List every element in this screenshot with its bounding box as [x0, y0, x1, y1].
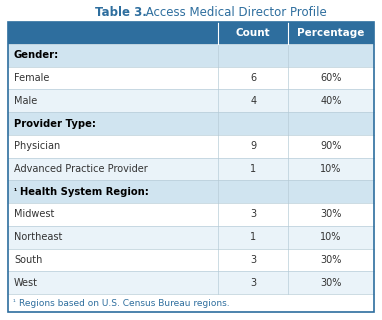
- Bar: [8, 67, 374, 90]
- Bar: [8, 294, 374, 312]
- Bar: [8, 249, 374, 271]
- Text: Female: Female: [14, 73, 49, 83]
- Text: 10%: 10%: [320, 164, 342, 174]
- Text: Male: Male: [14, 96, 37, 106]
- Text: Regions based on U.S. Census Bureau regions.: Regions based on U.S. Census Bureau regi…: [19, 299, 230, 308]
- Text: Access Medical Director Profile: Access Medical Director Profile: [142, 5, 327, 19]
- Text: Count: Count: [236, 28, 270, 38]
- Text: 10%: 10%: [320, 232, 342, 242]
- Text: Provider Type:: Provider Type:: [14, 118, 96, 129]
- Text: 1: 1: [250, 232, 256, 242]
- Text: Advanced Practice Provider: Advanced Practice Provider: [14, 164, 148, 174]
- Text: 30%: 30%: [320, 278, 342, 288]
- Bar: [8, 180, 374, 203]
- Text: 4: 4: [250, 96, 256, 106]
- Text: 6: 6: [250, 73, 256, 83]
- Text: ¹: ¹: [13, 300, 16, 306]
- Text: 60%: 60%: [320, 73, 342, 83]
- Text: Percentage: Percentage: [297, 28, 365, 38]
- Text: 3: 3: [250, 278, 256, 288]
- Text: West: West: [14, 278, 38, 288]
- Bar: [8, 271, 374, 294]
- Bar: [8, 90, 374, 112]
- Text: Physician: Physician: [14, 141, 60, 151]
- Text: Gender:: Gender:: [14, 50, 59, 60]
- Text: 9: 9: [250, 141, 256, 151]
- Text: Health System Region:: Health System Region:: [20, 187, 149, 197]
- Bar: [8, 22, 374, 44]
- Bar: [8, 203, 374, 226]
- Text: 1: 1: [250, 164, 256, 174]
- Text: 3: 3: [250, 255, 256, 265]
- Text: Northeast: Northeast: [14, 232, 62, 242]
- Text: 40%: 40%: [320, 96, 342, 106]
- Text: 90%: 90%: [320, 141, 342, 151]
- Text: South: South: [14, 255, 42, 265]
- Text: Table 3.: Table 3.: [95, 5, 147, 19]
- Bar: [8, 158, 374, 180]
- Bar: [8, 112, 374, 135]
- Text: 30%: 30%: [320, 210, 342, 220]
- Bar: [8, 135, 374, 158]
- Text: ¹: ¹: [14, 189, 17, 195]
- Bar: [8, 44, 374, 67]
- Bar: [8, 226, 374, 249]
- Text: Midwest: Midwest: [14, 210, 54, 220]
- Text: 3: 3: [250, 210, 256, 220]
- Text: 30%: 30%: [320, 255, 342, 265]
